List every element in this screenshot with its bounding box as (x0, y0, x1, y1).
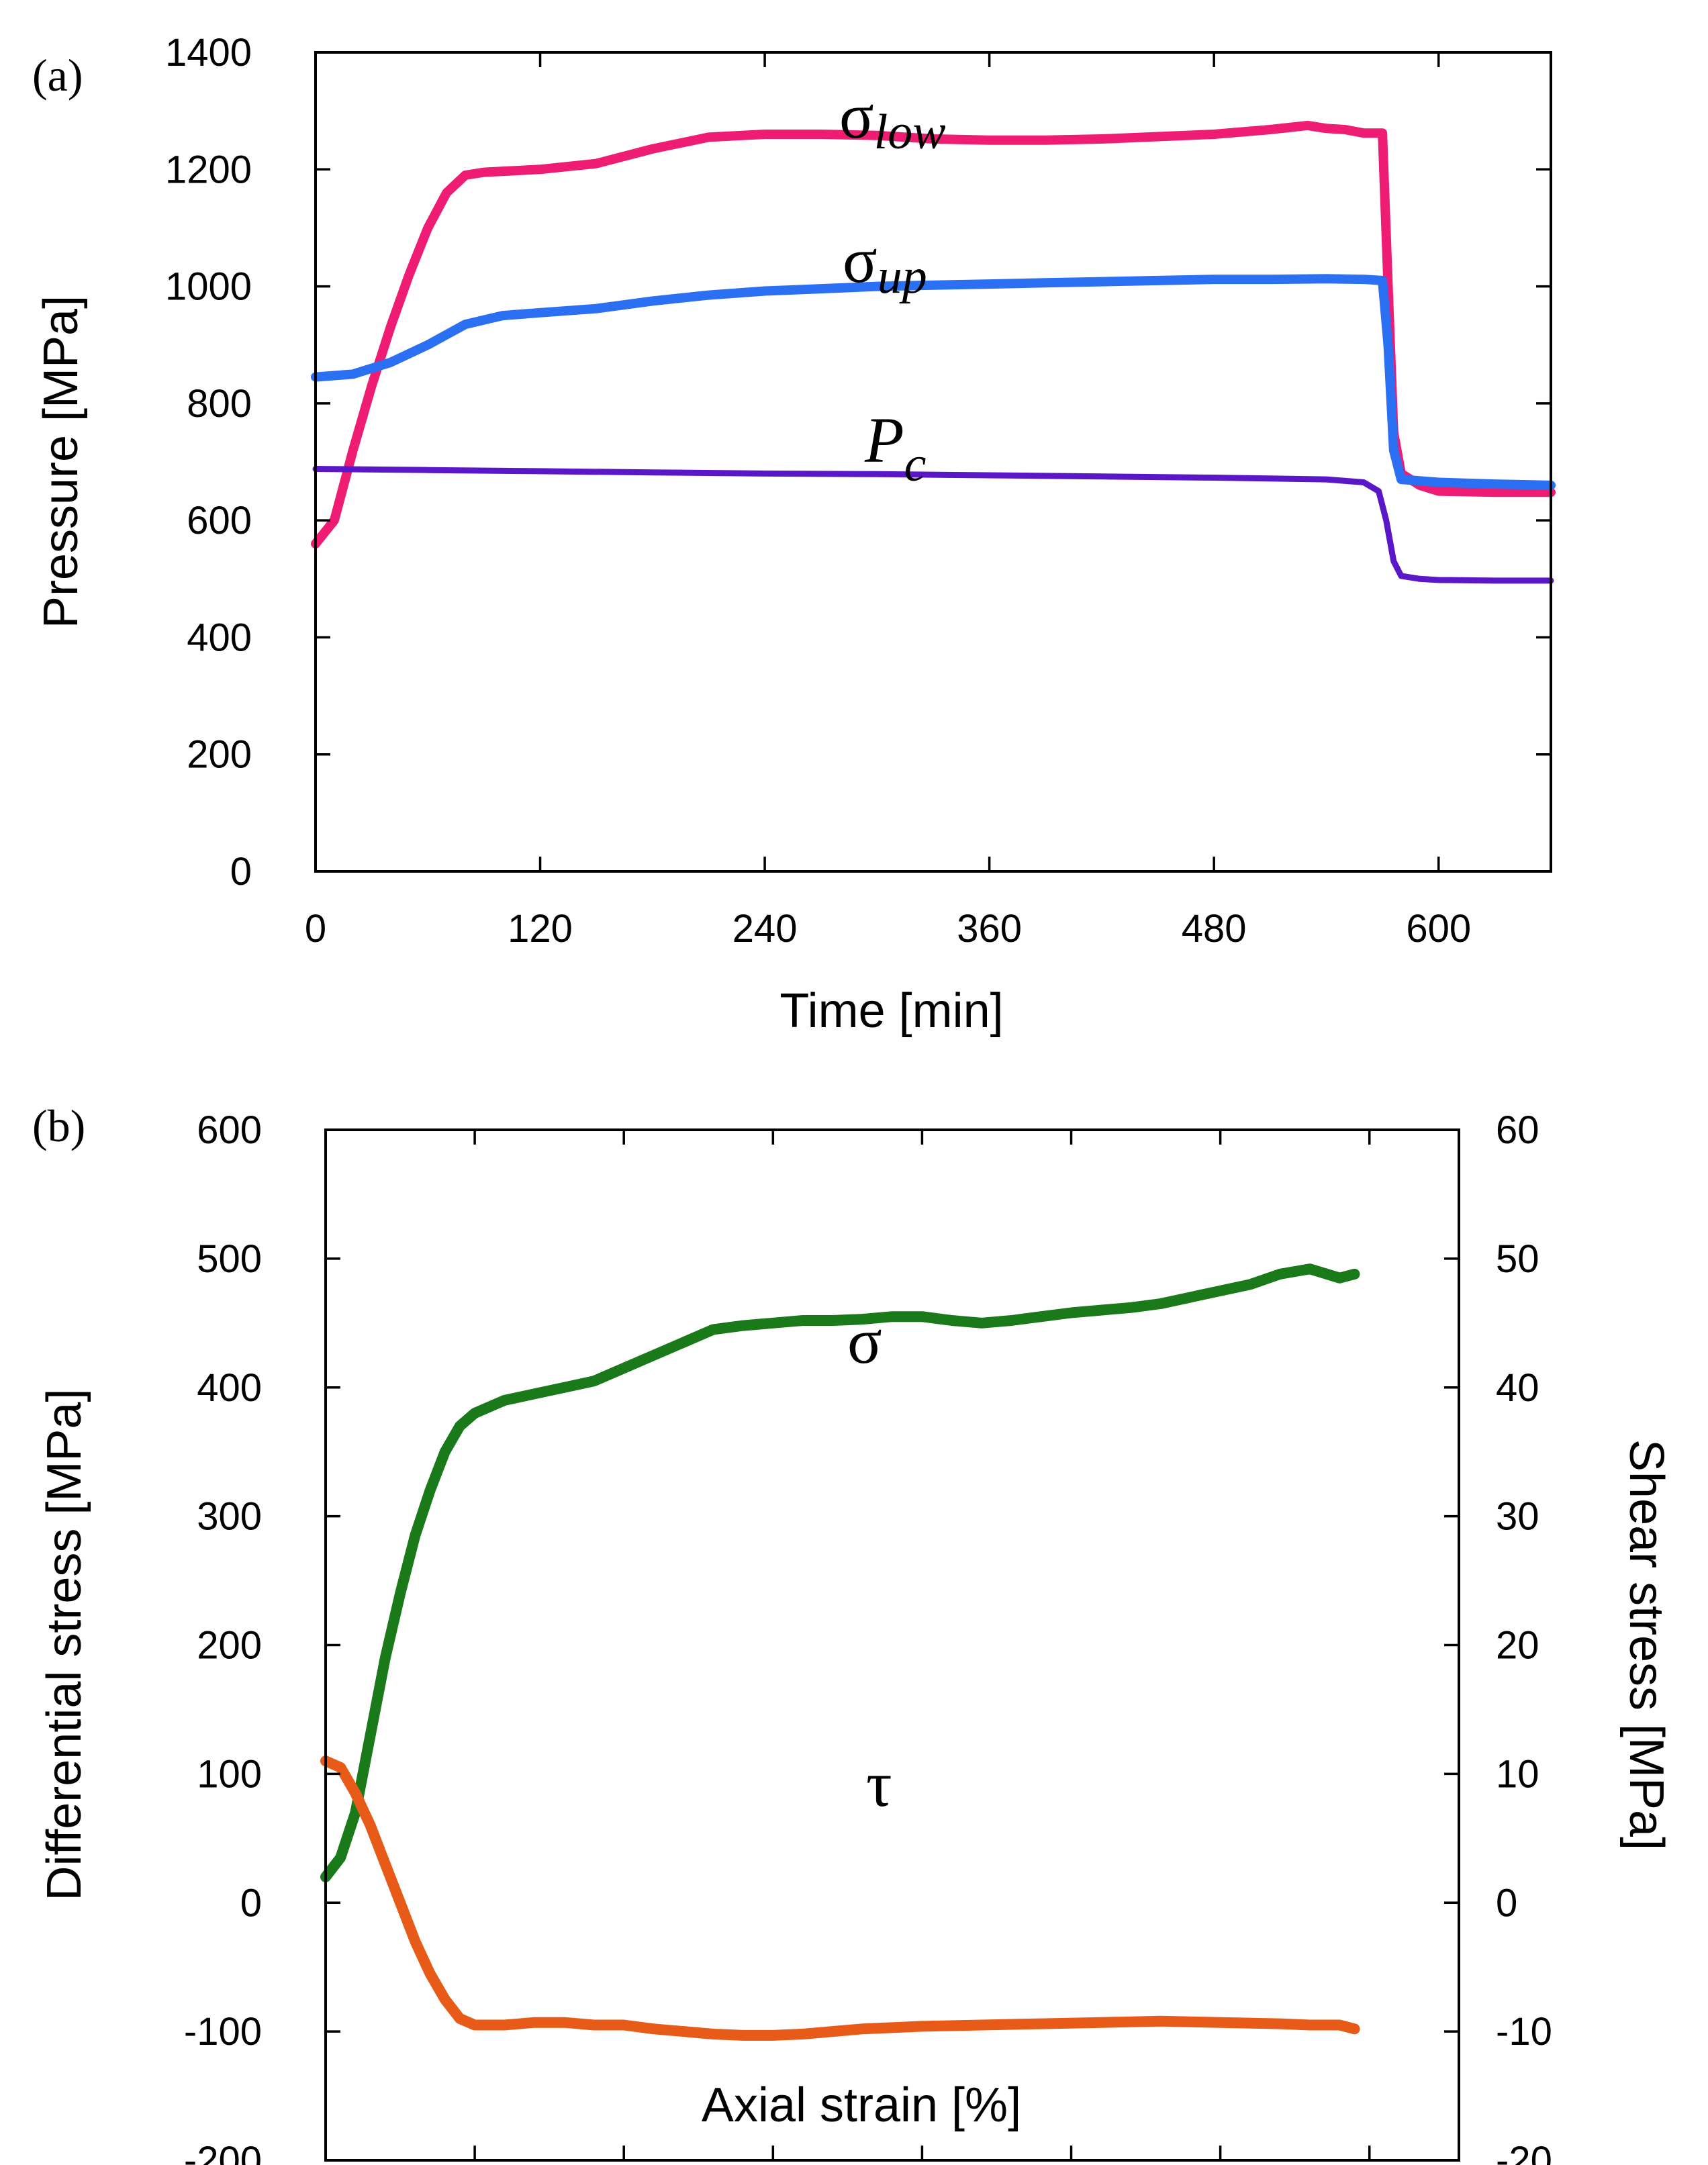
panel-a-series-line-1 (311, 274, 1556, 490)
series-label-tau: τ (866, 1748, 892, 1820)
panel-a-x-tick-label: 240 (732, 907, 798, 951)
panel-b-y-axis-title: Differential stress [MPa] (38, 1389, 91, 1901)
panel-a-ticks: 0 120 240 360 480 600 0 200 400 600 800 1000 1200 140… (165, 31, 1551, 951)
panel-b-ticks: 05101520253035-200-100010020030040050060… (184, 1108, 1552, 2165)
series-label-pc-main: P (864, 404, 904, 476)
panel-b-y2-tick-label: 60 (1496, 1108, 1539, 1152)
panel-b-frame (324, 1128, 1460, 2162)
panel-a-y-tick-label: 1000 (165, 265, 252, 309)
panel-b-x-axis-title: Axial strain [%] (702, 2078, 1021, 2132)
panel-b-y-tick-label: 400 (197, 1366, 262, 1410)
panel-b-series-line-1 (320, 1755, 1360, 2041)
panel-b-y-tick-label: 100 (197, 1752, 262, 1796)
panel-b-y2-tick-label: 0 (1496, 1881, 1517, 1925)
panel-a-series (311, 120, 1556, 584)
panel-b-y-tick-label: 0 (240, 1881, 262, 1925)
series-label-sigma: σ (847, 1305, 882, 1377)
series-label-sigma-low-main: σ (839, 80, 874, 152)
panel-b-y2-tick-label: 50 (1496, 1237, 1539, 1281)
panel-b: (b) 05101520253035-200-10001002003004005… (32, 1100, 1673, 2165)
panel-b-y-tick-label: 600 (197, 1108, 262, 1152)
series-label-sigma-up-sub: up (877, 249, 927, 304)
panel-b-y2-tick-label: 10 (1496, 1752, 1539, 1796)
panel-b-label: (b) (32, 1100, 85, 1151)
panel-b-y2-tick-label: -20 (1496, 2139, 1552, 2165)
panel-b-y-tick-label: 500 (197, 1237, 262, 1281)
series-label-sigma-up-main: σ (843, 224, 877, 296)
panel-a-y-tick-label: 1400 (165, 31, 252, 75)
panel-a-label: (a) (32, 50, 83, 101)
series-label-pc-sub: c (904, 437, 927, 492)
panel-a-y-tick-label: 800 (187, 382, 252, 426)
panel-a-series-line-2 (312, 466, 1554, 584)
panel-b-series-line-0 (320, 1263, 1360, 1882)
panel-a-y-axis-title: Pressure [MPa] (34, 295, 88, 628)
panel-a-x-tick-label: 360 (957, 907, 1022, 951)
panel-a-x-axis-title: Time [min] (779, 984, 1003, 1038)
svg-text:Pc: Pc (864, 404, 927, 492)
series-label-sigma-up: σup (843, 224, 927, 304)
series-label-pc: Pc (864, 404, 927, 492)
panel-a-x-tick-label: 0 (305, 907, 326, 951)
panel-b-y2-tick-label: 30 (1496, 1495, 1539, 1539)
panel-b-y2-tick-label: -10 (1496, 2010, 1552, 2054)
panel-a-y-tick-label: 600 (187, 499, 252, 542)
panel-a-frame (314, 51, 1552, 873)
panel-a-y-tick-label: 400 (187, 616, 252, 659)
panel-b-y2-tick-label: 20 (1496, 1624, 1539, 1668)
panel-a-x-tick-label: 120 (508, 907, 573, 951)
panel-a-x-tick-label: 480 (1182, 907, 1247, 951)
panel-b-y2-tick-label: 40 (1496, 1366, 1539, 1410)
panel-b-y-tick-label: 200 (197, 1624, 262, 1668)
svg-text:σup: σup (843, 224, 927, 304)
panel-b-series (320, 1263, 1360, 2041)
panel-b-y-tick-label: -100 (184, 2010, 262, 2054)
panel-b-y-tick-label: -200 (184, 2139, 262, 2165)
panel-a-y-tick-label: 200 (187, 733, 252, 777)
panel-b-y2-axis-title: Shear stress [MPa] (1619, 1439, 1673, 1850)
series-label-sigma-low: σlow (839, 80, 946, 160)
series-label-sigma-low-sub: low (874, 105, 946, 160)
panel-a-y-tick-label: 1200 (165, 148, 252, 191)
panel-b-y-tick-label: 300 (197, 1495, 262, 1539)
panel-a: (a) 0 120 240 360 480 600 0 200 400 600 800 1000 120… (32, 31, 1556, 1038)
panel-a-y-tick-label: 0 (230, 850, 252, 894)
svg-text:σlow: σlow (839, 80, 946, 160)
panel-a-x-tick-label: 600 (1406, 907, 1471, 951)
